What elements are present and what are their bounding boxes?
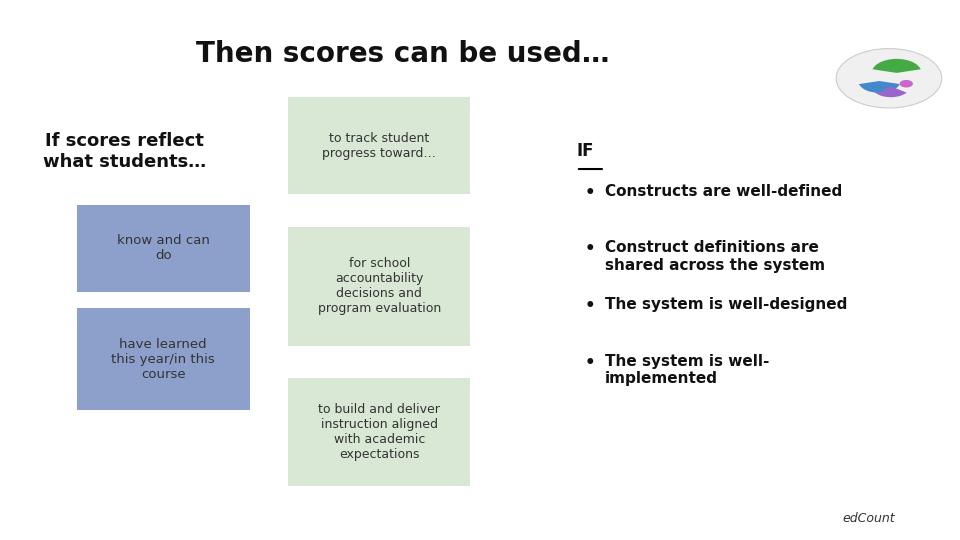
Text: Construct definitions are
shared across the system: Construct definitions are shared across … — [605, 240, 825, 273]
Text: IF: IF — [576, 142, 593, 160]
Text: Then scores can be used…: Then scores can be used… — [197, 40, 610, 68]
Wedge shape — [876, 86, 906, 97]
Text: •: • — [585, 297, 595, 315]
Text: have learned
this year/in this
course: have learned this year/in this course — [111, 338, 215, 381]
FancyBboxPatch shape — [288, 227, 470, 346]
Text: Constructs are well-defined: Constructs are well-defined — [605, 184, 842, 199]
FancyBboxPatch shape — [288, 97, 470, 194]
Circle shape — [836, 49, 942, 108]
Circle shape — [870, 84, 885, 92]
Wedge shape — [859, 81, 900, 93]
FancyBboxPatch shape — [77, 205, 250, 292]
Text: The system is well-
implemented: The system is well- implemented — [605, 354, 769, 386]
Text: If scores reflect
what students…: If scores reflect what students… — [43, 132, 206, 171]
Text: for school
accountability
decisions and
program evaluation: for school accountability decisions and … — [318, 257, 441, 315]
Text: •: • — [585, 354, 595, 372]
FancyBboxPatch shape — [288, 378, 470, 486]
Text: to track student
progress toward…: to track student progress toward… — [323, 132, 436, 160]
Text: The system is well-designed: The system is well-designed — [605, 297, 847, 312]
Text: to build and deliver
instruction aligned
with academic
expectations: to build and deliver instruction aligned… — [319, 403, 440, 461]
Text: know and can
do: know and can do — [117, 234, 209, 262]
Wedge shape — [873, 59, 921, 73]
Text: •: • — [585, 240, 595, 258]
Text: •: • — [585, 184, 595, 201]
Text: edCount: edCount — [843, 512, 895, 525]
FancyBboxPatch shape — [77, 308, 250, 410]
Circle shape — [900, 80, 913, 87]
